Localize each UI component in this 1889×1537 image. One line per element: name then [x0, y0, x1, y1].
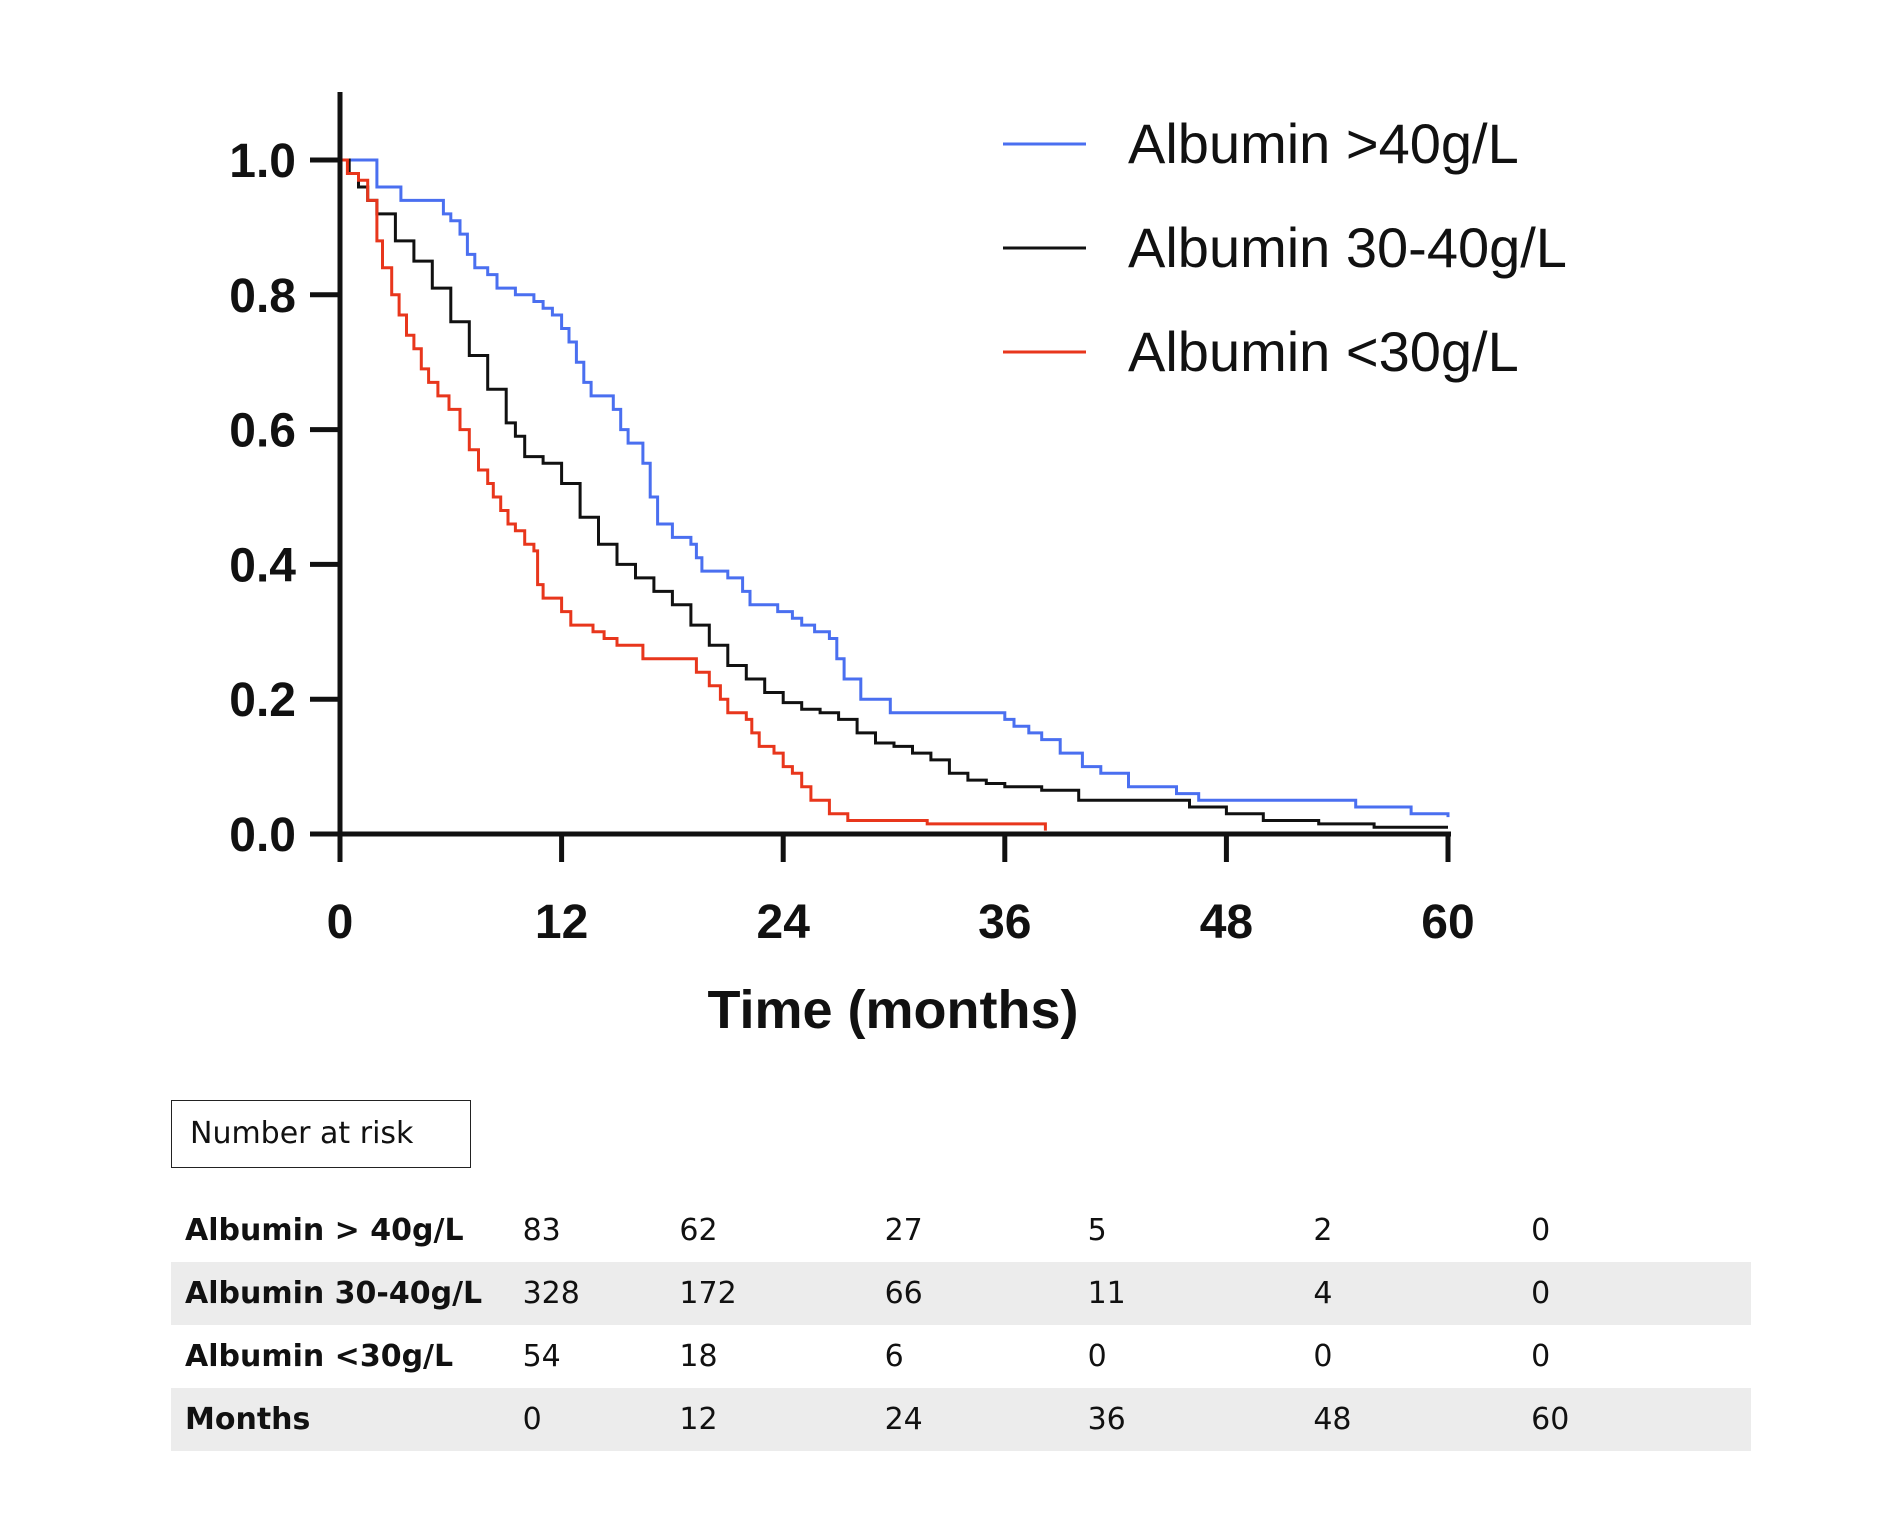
risk-cell: 328: [522, 1262, 680, 1325]
risk-cell: 0: [522, 1388, 680, 1451]
risk-cell: 4: [1313, 1262, 1532, 1325]
risk-row: Albumin <30g/L 54 18 6 0 0 0: [171, 1325, 1751, 1388]
x-tick-label-3: 36: [978, 896, 1031, 949]
risk-cell: 18: [679, 1339, 718, 1374]
risk-cell: 62: [679, 1213, 718, 1248]
risk-cell: 12: [679, 1388, 885, 1451]
series-line-2: [340, 158, 1047, 831]
y-tick-label-5: 1.0: [229, 135, 296, 188]
x-tick-label-4: 48: [1200, 896, 1253, 949]
risk-cell: 172: [679, 1262, 885, 1325]
risk-cell: 0: [1531, 1213, 1551, 1248]
risk-cell: 48: [1313, 1388, 1532, 1451]
legend-label-2: Albumin <30g/L: [1128, 320, 1519, 383]
risk-cell: 11: [1087, 1262, 1314, 1325]
risk-cell: 0: [1313, 1339, 1333, 1374]
ticks: 0 12 24 36 48 60 0.0 0.2 0.4 0.6 0.8 1.0: [229, 135, 1474, 949]
survival-chart: 0 12 24 36 48 60 0.0 0.2 0.4 0.6 0.8 1.0 Time (mont…: [229, 92, 1567, 1040]
series-line-0: [340, 158, 1450, 818]
risk-row: Albumin > 40g/L 83 62 27 5 2 0: [171, 1199, 1751, 1262]
risk-row-label: Months: [171, 1388, 523, 1451]
y-tick-label-2: 0.4: [229, 539, 296, 592]
number-at-risk-table: Albumin > 40g/L 83 62 27 5 2 0 Albumin 30-40g/L…: [171, 1199, 1751, 1451]
risk-cell: 0: [1087, 1339, 1107, 1374]
risk-cell: 24: [884, 1388, 1088, 1451]
risk-row-label: Albumin 30-40g/L: [171, 1262, 523, 1325]
risk-row-label: Albumin > 40g/L: [185, 1213, 464, 1248]
y-tick-label-4: 0.8: [229, 270, 296, 323]
risk-cell: 27: [884, 1213, 923, 1248]
risk-cell: 54: [522, 1339, 561, 1374]
axes: [337, 92, 1451, 837]
risk-row: Albumin 30-40g/L 328 172 66 11 4 0: [171, 1262, 1751, 1325]
risk-cell: 6: [884, 1339, 904, 1374]
risk-cell: 66: [884, 1262, 1088, 1325]
x-tick-label-1: 12: [535, 896, 588, 949]
risk-cell: 0: [1531, 1339, 1551, 1374]
x-axis-title: Time (months): [707, 980, 1078, 1040]
x-tick-label-2: 24: [757, 896, 811, 949]
y-tick-label-3: 0.6: [229, 405, 296, 458]
series-layer: [340, 158, 1450, 831]
legend-label-1: Albumin 30-40g/L: [1128, 216, 1567, 279]
risk-cell: 83: [522, 1213, 561, 1248]
legend: Albumin >40g/L Albumin 30-40g/L Albumin <3…: [1003, 112, 1567, 383]
risk-row: Months 0 12 24 36 48 60: [171, 1388, 1751, 1451]
risk-cell: 5: [1087, 1213, 1107, 1248]
risk-cell: 2: [1313, 1213, 1333, 1248]
risk-row-label: Albumin <30g/L: [185, 1339, 454, 1374]
x-tick-label-5: 60: [1421, 896, 1474, 949]
number-at-risk-title: Number at risk: [171, 1100, 471, 1168]
y-tick-label-1: 0.2: [229, 674, 296, 727]
risk-cell: 36: [1087, 1388, 1314, 1451]
y-tick-label-0: 0.0: [229, 809, 296, 862]
legend-label-0: Albumin >40g/L: [1128, 112, 1519, 175]
risk-cell: 60: [1531, 1388, 1751, 1451]
series-line-1: [340, 158, 1448, 829]
risk-cell: 0: [1531, 1262, 1751, 1325]
x-tick-label-0: 0: [327, 896, 354, 949]
